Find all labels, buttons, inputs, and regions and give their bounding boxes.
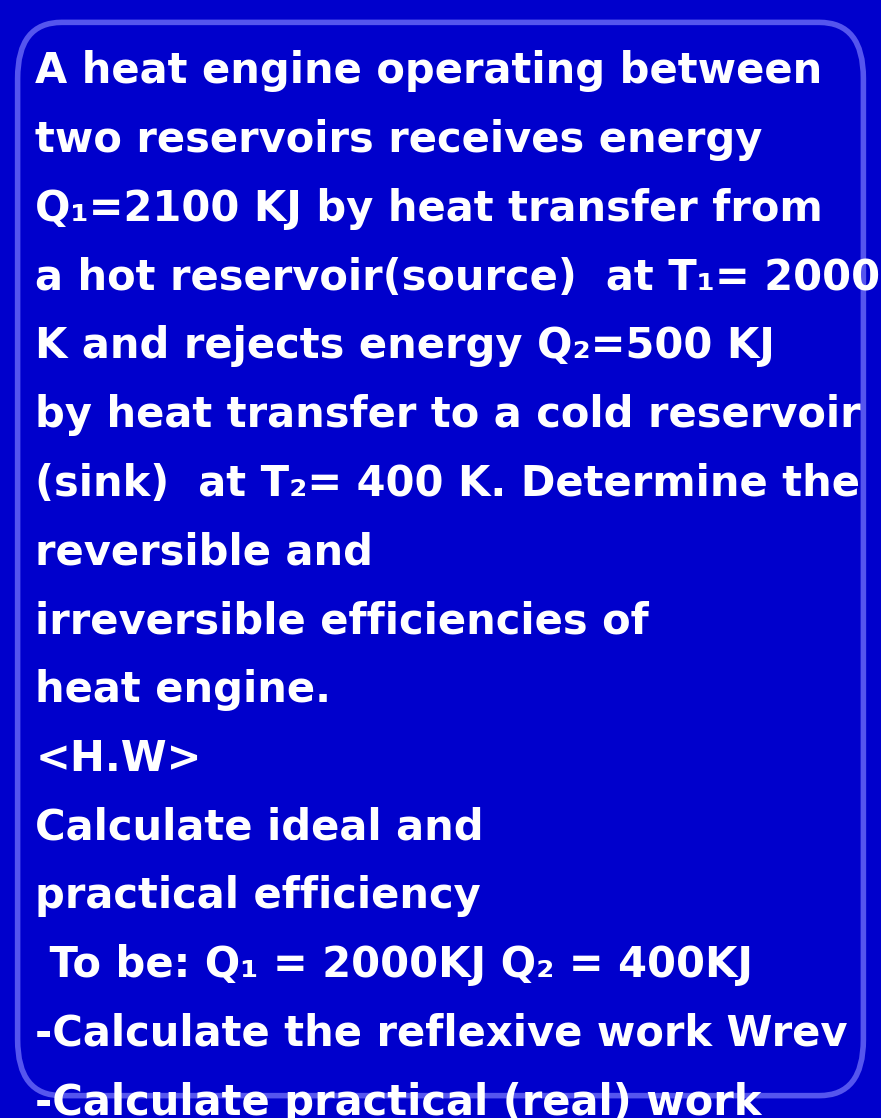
Text: (sink)  at T₂= 400 K. Determine the: (sink) at T₂= 400 K. Determine the bbox=[35, 463, 860, 505]
Text: reversible and: reversible and bbox=[35, 532, 374, 574]
Text: K and rejects energy Q₂=500 KJ: K and rejects energy Q₂=500 KJ bbox=[35, 325, 775, 368]
Text: Q₁=2100 KJ by heat transfer from: Q₁=2100 KJ by heat transfer from bbox=[35, 188, 823, 230]
FancyBboxPatch shape bbox=[18, 22, 863, 1096]
Text: heat engine.: heat engine. bbox=[35, 669, 331, 711]
Text: irreversible efficiencies of: irreversible efficiencies of bbox=[35, 600, 649, 643]
Text: by heat transfer to a cold reservoir: by heat transfer to a cold reservoir bbox=[35, 395, 861, 436]
Text: -Calculate practical (real) work: -Calculate practical (real) work bbox=[35, 1082, 761, 1118]
Text: To be: Q₁ = 2000KJ Q₂ = 400KJ: To be: Q₁ = 2000KJ Q₂ = 400KJ bbox=[35, 944, 753, 986]
Text: A heat engine operating between: A heat engine operating between bbox=[35, 50, 823, 93]
Text: a hot reservoir(source)  at T₁= 2000: a hot reservoir(source) at T₁= 2000 bbox=[35, 257, 880, 299]
Text: -Calculate the reflexive work Wrev: -Calculate the reflexive work Wrev bbox=[35, 1013, 848, 1055]
Text: Calculate ideal and: Calculate ideal and bbox=[35, 807, 484, 849]
Text: <H.W>: <H.W> bbox=[35, 738, 202, 780]
Text: practical efficiency: practical efficiency bbox=[35, 875, 481, 918]
Text: two reservoirs receives energy: two reservoirs receives energy bbox=[35, 120, 763, 161]
